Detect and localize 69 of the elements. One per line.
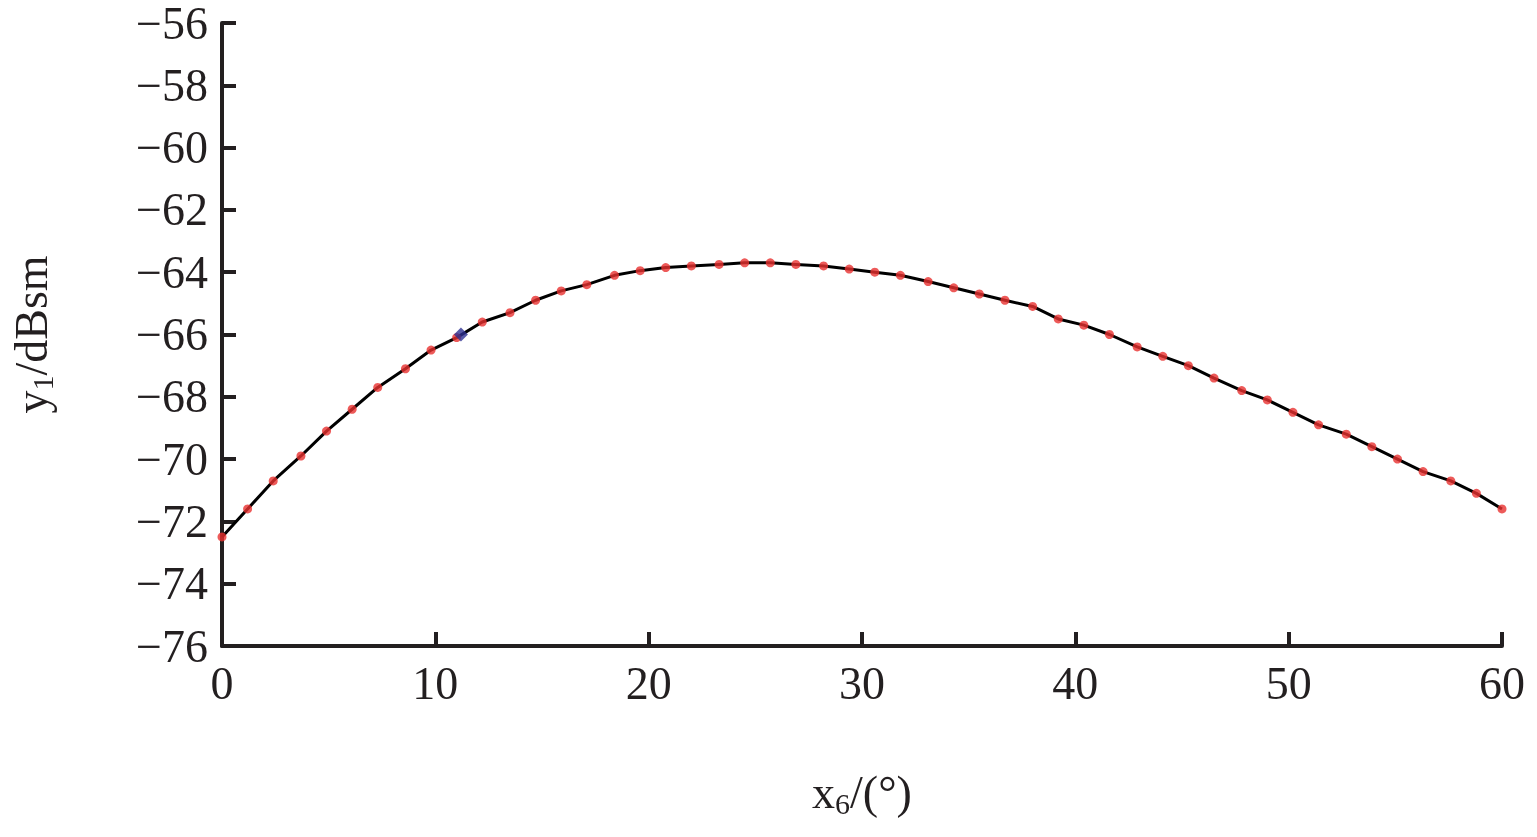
point [243, 504, 253, 514]
point [426, 345, 436, 355]
y-tick-label: −64 [136, 246, 208, 298]
point [1418, 467, 1428, 477]
point [296, 451, 306, 461]
point [1028, 301, 1038, 311]
y-tick-label: −72 [136, 495, 208, 547]
point [1341, 429, 1351, 439]
point [686, 261, 696, 271]
point [1209, 373, 1219, 383]
y-tick-label: −66 [136, 309, 208, 360]
point [1288, 407, 1298, 417]
point [974, 289, 984, 299]
point [714, 259, 724, 269]
point [949, 283, 959, 293]
x-tick-label: 30 [839, 657, 885, 709]
x-tick-label: 10 [412, 657, 459, 709]
point [453, 327, 468, 342]
point [635, 266, 645, 276]
point [1183, 361, 1193, 371]
point [477, 317, 487, 327]
point [556, 286, 566, 296]
y-tick-label: −76 [136, 620, 208, 672]
y-tick-label: −74 [136, 558, 208, 610]
point [400, 364, 410, 374]
x-tick-label: 50 [1265, 657, 1312, 709]
point [895, 270, 905, 280]
point [1158, 351, 1168, 361]
point [1367, 442, 1377, 452]
point [765, 258, 775, 268]
y-tick-label: −60 [136, 122, 208, 174]
point [819, 261, 829, 271]
x-tick-label: 20 [625, 657, 672, 709]
point [1392, 454, 1402, 464]
point [373, 382, 383, 392]
x-tick-label: 60 [1479, 657, 1525, 709]
point [844, 264, 854, 274]
point [740, 258, 750, 268]
x-tick-label: 40 [1052, 657, 1099, 709]
point [531, 295, 541, 305]
point [217, 532, 227, 542]
point [505, 308, 515, 318]
point [791, 259, 801, 269]
y-tick-label: −62 [136, 184, 208, 236]
point [1000, 295, 1010, 305]
point [1314, 420, 1324, 430]
y-tick-label: −70 [136, 433, 208, 485]
point [268, 476, 278, 486]
y-tick-label: −68 [136, 371, 208, 423]
point [610, 270, 620, 280]
point [1079, 320, 1089, 330]
y-axis-title: y1/dBsm [5, 255, 59, 414]
x-tick-label: 0 [210, 657, 234, 709]
point [1262, 395, 1272, 405]
point [582, 280, 592, 290]
y-tick-label: −58 [136, 59, 208, 111]
point [1104, 330, 1114, 339]
point [322, 426, 332, 436]
point [347, 404, 357, 414]
point [1053, 314, 1063, 324]
y-tick-label: −56 [136, 0, 208, 49]
point [1497, 504, 1507, 514]
point [1132, 342, 1142, 352]
point [870, 267, 880, 277]
point [923, 277, 933, 287]
point [1471, 488, 1481, 498]
point [1446, 476, 1456, 486]
point [661, 263, 671, 273]
point [1237, 386, 1247, 396]
